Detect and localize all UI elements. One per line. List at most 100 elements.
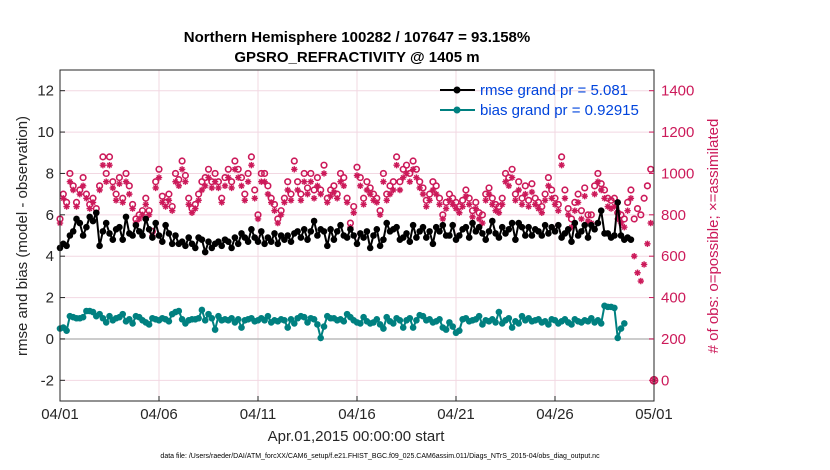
rmse-point-169 xyxy=(614,199,622,206)
possible-obs-point-112 xyxy=(426,190,434,198)
assimilated-obs-point-76 xyxy=(307,178,315,185)
assimilated-obs-point-89 xyxy=(350,209,357,216)
rmse-point-4 xyxy=(69,228,77,235)
rmse-point-168 xyxy=(611,232,618,239)
assimilated-obs-point-172 xyxy=(624,207,631,214)
rmse-point-31 xyxy=(159,238,166,246)
assimilated-obs-point-115 xyxy=(436,201,443,208)
bias-point-108 xyxy=(413,317,420,324)
bias-point-2 xyxy=(63,327,70,334)
rmse-point-75 xyxy=(304,236,311,243)
rmse-point-148 xyxy=(545,230,552,237)
assimilated-obs-point-179 xyxy=(647,219,654,227)
rmse-point-80 xyxy=(320,228,328,235)
rmse-point-96 xyxy=(373,225,381,233)
assimilated-obs-point-38 xyxy=(182,178,189,185)
assimilated-obs-point-169 xyxy=(614,215,621,223)
rmse-point-52 xyxy=(228,244,235,252)
assimilated-obs-point-85 xyxy=(337,178,344,185)
assimilated-obs-point-126 xyxy=(472,205,480,212)
bias-point-101 xyxy=(390,320,397,327)
possible-obs-point-158 xyxy=(577,207,586,215)
bias-point-103 xyxy=(396,317,404,324)
possible-obs-point-153 xyxy=(561,186,569,194)
assimilated-obs-point-116 xyxy=(439,215,447,223)
chart-title: Northern Hemisphere 100282 / 107647 = 93… xyxy=(184,29,530,46)
bias-point-33 xyxy=(165,318,173,325)
assimilated-obs-point-66 xyxy=(274,219,282,227)
rmse-point-77 xyxy=(310,217,318,225)
rmse-point-118 xyxy=(446,232,453,239)
bias-point-136 xyxy=(505,314,513,322)
possible-obs-point-130 xyxy=(485,184,493,192)
assimilated-obs-point-91 xyxy=(357,182,364,190)
assimilated-obs-point-154 xyxy=(565,211,572,219)
possible-obs-point-80 xyxy=(320,161,328,169)
assimilated-obs-point-147 xyxy=(541,197,549,204)
assimilated-obs-point-51 xyxy=(225,174,232,181)
rmse-point-38 xyxy=(182,242,189,250)
rmse-point-150 xyxy=(551,228,559,235)
assimilated-obs-point-67 xyxy=(277,211,285,219)
assimilated-obs-point-18 xyxy=(116,180,123,187)
bias-point-148 xyxy=(545,321,552,328)
assimilated-obs-point-68 xyxy=(281,199,288,206)
possible-obs-point-20 xyxy=(122,169,130,178)
rmse-point-146 xyxy=(538,232,546,239)
rmse-point-158 xyxy=(578,228,585,235)
possible-obs-point-51 xyxy=(224,165,232,173)
assimilated-obs-point-90 xyxy=(353,172,361,179)
assimilated-obs-point-80 xyxy=(320,170,328,177)
x-tick-label-5: 04/26 xyxy=(536,406,574,423)
assimilated-obs-point-52 xyxy=(228,184,235,192)
assimilated-obs-point-106 xyxy=(406,178,414,185)
rmse-point-129 xyxy=(482,236,490,243)
rmse-point-18 xyxy=(116,223,123,231)
assimilated-obs-point-20 xyxy=(122,178,130,185)
rmse-point-10 xyxy=(89,217,97,225)
rmse-point-134 xyxy=(498,223,506,231)
possible-obs-point-168 xyxy=(610,194,619,202)
y-right-tick-label-1: 200 xyxy=(661,331,686,348)
assimilated-obs-point-148 xyxy=(545,182,552,190)
assimilated-obs-point-72 xyxy=(294,186,301,194)
possible-obs-point-160 xyxy=(584,211,592,219)
assimilated-obs-point-10 xyxy=(89,199,97,206)
rmse-point-143 xyxy=(528,232,536,239)
bias-point-77 xyxy=(310,315,318,323)
assimilated-obs-point-21 xyxy=(126,190,133,198)
assimilated-obs-point-174 xyxy=(631,252,638,260)
assimilated-obs-point-167 xyxy=(607,205,615,212)
possible-obs-point-76 xyxy=(307,169,315,178)
y-tick-label-5: 8 xyxy=(46,165,54,182)
possible-obs-point-77 xyxy=(310,186,318,194)
assimilated-obs-point-1 xyxy=(60,195,67,202)
assimilated-obs-point-121 xyxy=(456,209,463,216)
rmse-point-119 xyxy=(449,221,457,229)
assimilated-obs-point-87 xyxy=(343,199,351,206)
assimilated-obs-point-44 xyxy=(202,182,209,190)
y-right-tick-label-3: 600 xyxy=(661,248,686,265)
bias-point-74 xyxy=(300,313,308,321)
rmse-point-62 xyxy=(261,240,268,248)
rmse-point-7 xyxy=(79,232,87,239)
possible-obs-point-58 xyxy=(247,153,256,161)
possible-obs-point-103 xyxy=(396,178,404,186)
assimilated-obs-point-125 xyxy=(469,213,476,221)
bias-point-22 xyxy=(129,320,136,327)
possible-obs-point-39 xyxy=(185,194,193,202)
assimilated-obs-point-34 xyxy=(169,207,176,214)
rmse-point-87 xyxy=(343,234,351,241)
assimilated-obs-point-157 xyxy=(574,199,582,206)
possible-obs-point-154 xyxy=(564,205,572,213)
assimilated-obs-point-96 xyxy=(373,199,381,206)
assimilated-obs-point-58 xyxy=(248,161,255,169)
possible-obs-point-107 xyxy=(409,157,417,165)
assimilated-obs-point-175 xyxy=(634,269,641,276)
assimilated-obs-point-77 xyxy=(310,195,318,202)
rmse-point-89 xyxy=(350,232,358,239)
rmse-point-6 xyxy=(76,219,84,227)
possible-obs-point-70 xyxy=(287,190,295,198)
possible-obs-point-18 xyxy=(115,173,124,182)
